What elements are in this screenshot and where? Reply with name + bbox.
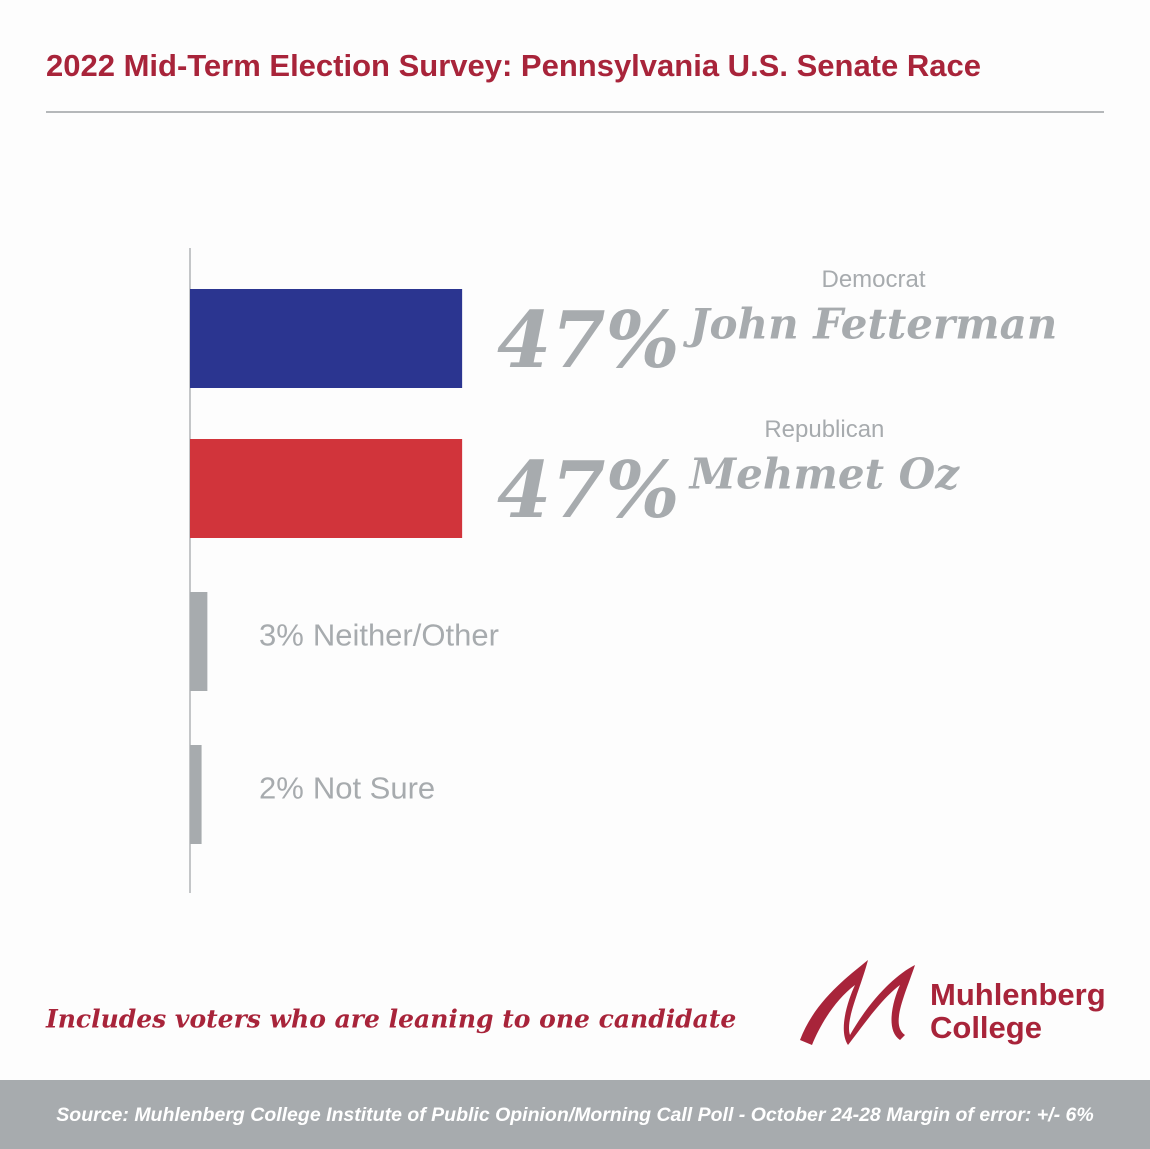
party-label: Republican xyxy=(764,416,884,443)
bar xyxy=(190,745,202,844)
source: Source: Muhlenberg College Institute of … xyxy=(56,1104,1093,1126)
bar xyxy=(190,289,463,388)
bar xyxy=(190,592,208,691)
bar xyxy=(190,439,463,538)
note: Includes voters who are leaning to one c… xyxy=(45,1005,736,1034)
value-label: 3% xyxy=(259,618,304,653)
category-label: John Fetterman xyxy=(683,300,1058,349)
logo-mark xyxy=(800,960,915,1045)
chart-title: 2022 Mid-Term Election Survey: Pennsylva… xyxy=(46,48,981,83)
logo-text: Muhlenberg xyxy=(930,977,1106,1012)
footer-band xyxy=(0,1080,1150,1149)
value-label: 2% xyxy=(259,771,304,806)
category-label: Neither/Other xyxy=(313,618,499,653)
value-label: 47% xyxy=(497,445,680,536)
category-label: Not Sure xyxy=(313,771,435,806)
category-label: Mehmet Oz xyxy=(688,450,961,499)
logo-text: College xyxy=(930,1010,1042,1045)
value-label: 47% xyxy=(497,295,680,386)
party-label: Democrat xyxy=(821,266,925,293)
